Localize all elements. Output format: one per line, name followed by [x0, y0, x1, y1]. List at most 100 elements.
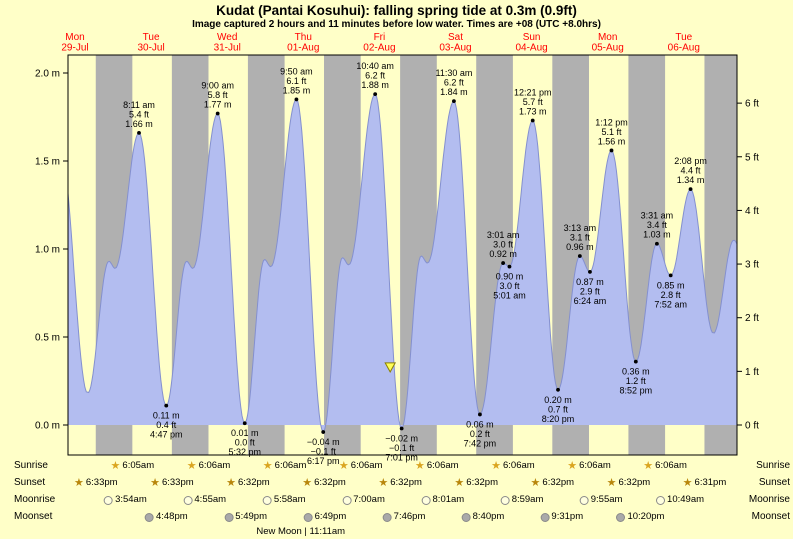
- moonset-time: 10:20pm: [616, 511, 664, 523]
- moonset-circle-icon: [144, 512, 154, 522]
- y-axis-label-left: 1.5 m: [35, 157, 60, 168]
- moonset-time-text: 10:20pm: [627, 511, 665, 522]
- moonrise-time-text: 10:49am: [667, 494, 705, 505]
- moonrise-time-text: 8:59am: [511, 494, 544, 505]
- moonset-circle-icon: [303, 512, 313, 522]
- moonrise-time: 10:49am: [656, 494, 704, 506]
- sunrise-time-text: 6:06am: [350, 460, 383, 471]
- astro-label-moonset-right: Moonset: [751, 511, 790, 522]
- tide-annotation: 9:00 am 5.8 ft 1.77 m: [201, 80, 234, 109]
- moonrise-time: 9:55am: [579, 494, 623, 506]
- day-label-dow: Mon: [65, 32, 84, 43]
- sunrise-time: ★ 6:06am: [491, 460, 535, 472]
- sunset-star-icon: ★: [682, 477, 693, 489]
- sunset-time: ★ 6:33pm: [74, 477, 118, 489]
- day-label-date: 01-Aug: [287, 43, 319, 54]
- moonrise-circle-icon: [500, 495, 510, 505]
- day-label-date: 02-Aug: [363, 43, 395, 54]
- day-label-dow: Mon: [598, 32, 617, 43]
- day-label-date: 29-Jul: [61, 43, 88, 54]
- sunset-time: ★ 6:33pm: [150, 477, 194, 489]
- sunset-star-icon: ★: [378, 477, 389, 489]
- tide-annotation: 9:50 am 6.1 ft 1.85 m: [280, 66, 313, 95]
- day-label-date: 03-Aug: [439, 43, 471, 54]
- sunset-time-text: 6:33pm: [161, 477, 194, 488]
- day-label-dow: Fri: [374, 32, 386, 43]
- tide-annotation: 0.85 m 2.8 ft 7:52 am: [654, 280, 687, 309]
- day-label-dow: Thu: [295, 32, 312, 43]
- moonset-time-text: 9:31pm: [551, 511, 584, 522]
- chart-title: Kudat (Pantai Kosuhui): falling spring t…: [216, 3, 577, 18]
- chart-subtitle: Image captured 2 hours and 11 minutes be…: [192, 19, 601, 30]
- moonrise-time: 4:55am: [183, 494, 226, 506]
- sunrise-star-icon: ★: [338, 460, 349, 472]
- tide-annotation: 3:13 am 3.1 ft 0.96 m: [564, 223, 597, 252]
- moonset-circle-icon: [540, 512, 550, 522]
- tide-extreme-dot: [530, 118, 535, 123]
- tide-annotation: 0.06 m 0.2 ft 7:42 pm: [464, 419, 497, 448]
- y-axis-label-right: 5 ft: [745, 152, 759, 163]
- tide-extreme-dot: [609, 148, 614, 153]
- moonrise-time-text: 4:55am: [194, 494, 227, 505]
- sunset-time-text: 6:32pm: [466, 477, 498, 488]
- moonset-circle-icon: [461, 512, 471, 522]
- y-axis-label-left: 0.5 m: [35, 333, 60, 344]
- moonrise-circle-icon: [262, 495, 272, 505]
- moonrise-time-text: 9:55am: [590, 494, 623, 505]
- tide-annotation: 3:31 am 3.4 ft 1.03 m: [641, 211, 674, 240]
- sunset-star-icon: ★: [73, 477, 84, 489]
- moonset-circle-icon: [382, 512, 392, 522]
- tide-extreme-dot: [215, 111, 220, 116]
- tide-area: [68, 95, 737, 431]
- sunset-time: ★ 6:32pm: [607, 477, 651, 489]
- tide-annotation: 0.20 m 0.7 ft 8:20 pm: [542, 395, 575, 424]
- y-axis-label-right: 4 ft: [745, 206, 759, 217]
- day-label-date: 05-Aug: [592, 43, 624, 54]
- moonset-time-text: 5:49pm: [235, 511, 267, 522]
- moonset-time-text: 6:49pm: [314, 511, 347, 522]
- tide-extreme-dot: [452, 99, 456, 104]
- sunset-time: ★ 6:32pm: [531, 477, 575, 489]
- moonrise-time: 8:01am: [421, 494, 465, 506]
- day-label-dow: Sun: [523, 32, 541, 43]
- sunset-time: ★ 6:32pm: [302, 477, 346, 489]
- moonrise-circle-icon: [104, 495, 114, 505]
- sunset-star-icon: ★: [454, 477, 465, 489]
- sunrise-time-text: 6:06am: [655, 460, 687, 471]
- tide-annotation: 2:08 pm 4.4 ft 1.34 m: [674, 156, 707, 185]
- tide-extreme-dot: [478, 412, 482, 417]
- tide-annotation: 0.11 m 0.4 ft 4:47 pm: [150, 411, 183, 440]
- sunset-star-icon: ★: [530, 477, 541, 489]
- moonrise-time: 8:59am: [500, 494, 544, 506]
- astro-label-sunset-right: Sunset: [758, 477, 790, 488]
- day-label-date: 31-Jul: [214, 43, 241, 54]
- moonset-time: 6:49pm: [303, 511, 347, 523]
- tide-annotation: 8:11 am 5.4 ft 1.66 m: [123, 100, 155, 129]
- sunset-time: ★ 6:31pm: [683, 477, 727, 489]
- tide-extreme-dot: [668, 273, 673, 278]
- moonset-time: 8:40pm: [461, 511, 505, 523]
- sunrise-star-icon: ★: [567, 460, 578, 472]
- moonrise-time: 7:00am: [342, 494, 385, 506]
- y-axis-label-left: 1.0 m: [35, 245, 60, 256]
- moonset-time: 7:46pm: [382, 511, 425, 523]
- moonrise-time-text: 8:01am: [432, 494, 465, 505]
- day-label-dow: Sat: [448, 32, 463, 43]
- day-label-dow: Wed: [217, 32, 237, 43]
- tide-annotation: 11:30 am 6.2 ft 1.84 m: [435, 68, 472, 97]
- moonset-time-text: 8:40pm: [472, 511, 505, 522]
- tide-annotation: −0.04 m −0.1 ft 6:17 pm: [307, 437, 340, 466]
- plot-frame: [67, 54, 738, 456]
- moonset-time: 5:49pm: [224, 511, 267, 523]
- moonrise-circle-icon: [421, 495, 431, 505]
- sunrise-time: ★ 6:05am: [111, 460, 155, 472]
- moonrise-circle-icon: [342, 495, 352, 505]
- sunrise-time: ★ 6:06am: [187, 460, 231, 472]
- y-axis-label-left: 0.0 m: [35, 421, 60, 432]
- tide-extreme-dot: [294, 97, 299, 102]
- tide-extreme-dot: [164, 403, 169, 408]
- sunset-time-text: 6:32pm: [542, 477, 575, 488]
